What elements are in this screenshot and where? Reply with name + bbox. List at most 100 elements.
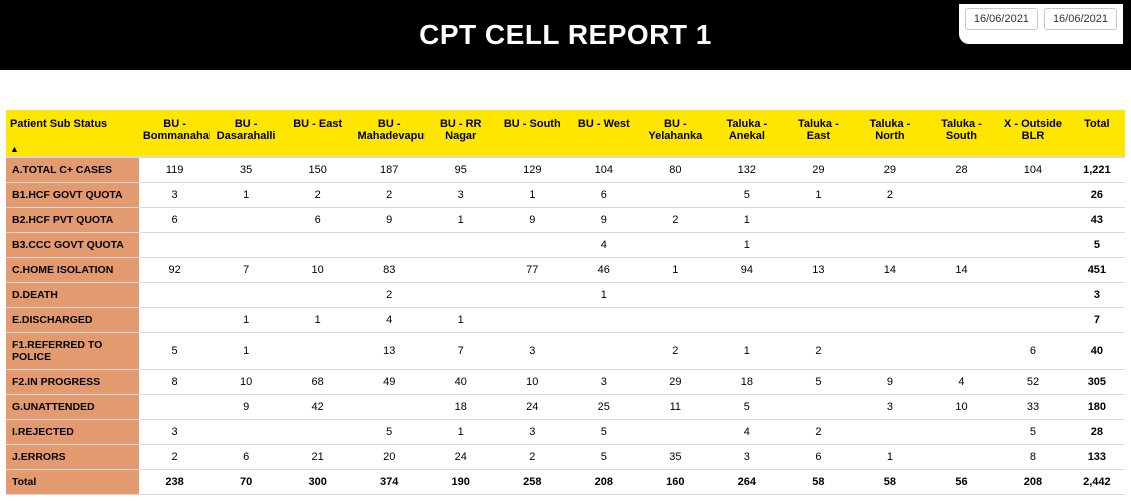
cell <box>783 208 855 233</box>
cell: 33 <box>997 395 1069 420</box>
report-table: Patient Sub Status▲BU - BommanahalliBU -… <box>6 110 1125 495</box>
cell: 2 <box>854 183 926 208</box>
cell: 3 <box>497 420 569 445</box>
cell: 95 <box>425 157 497 183</box>
col-header[interactable]: Taluka - Anekal <box>711 110 783 157</box>
cell <box>139 308 211 333</box>
cell <box>783 233 855 258</box>
col-header[interactable]: Taluka - North <box>854 110 926 157</box>
cell: 1 <box>497 183 569 208</box>
cell: 13 <box>783 258 855 283</box>
footer-label: Total <box>6 470 139 495</box>
cell: 1 <box>210 183 282 208</box>
col-header[interactable]: BU - RR Nagar <box>425 110 497 157</box>
col-header[interactable]: BU - East <box>282 110 354 157</box>
cell <box>139 233 211 258</box>
cell: 9 <box>210 395 282 420</box>
cell <box>568 308 640 333</box>
footer-cell: 56 <box>926 470 998 495</box>
cell: 35 <box>210 157 282 183</box>
col-header[interactable]: Taluka - East <box>783 110 855 157</box>
cell: 104 <box>997 157 1069 183</box>
cell <box>926 308 998 333</box>
cell: 3 <box>568 370 640 395</box>
cell: 4 <box>353 308 425 333</box>
footer-cell: 374 <box>353 470 425 495</box>
table-row: F1.REFERRED TO POLICE511373212640 <box>6 333 1125 370</box>
row-label: B3.CCC GOVT QUOTA <box>6 233 139 258</box>
table-row: B2.HCF PVT QUOTA6691992143 <box>6 208 1125 233</box>
col-header-total[interactable]: Total <box>1069 110 1125 157</box>
cell <box>210 420 282 445</box>
cell <box>425 258 497 283</box>
cell: 42 <box>282 395 354 420</box>
col-header[interactable]: BU - Yelahanka <box>640 110 712 157</box>
cell <box>640 183 712 208</box>
date-to[interactable]: 16/06/2021 <box>1044 8 1117 30</box>
date-from[interactable]: 16/06/2021 <box>965 8 1038 30</box>
table-row: J.ERRORS2621202425353618133 <box>6 445 1125 470</box>
cell <box>926 333 998 370</box>
cell: 104 <box>568 157 640 183</box>
row-total: 43 <box>1069 208 1125 233</box>
cell: 25 <box>568 395 640 420</box>
col-header[interactable]: BU - Mahadevapura <box>353 110 425 157</box>
cell: 2 <box>353 283 425 308</box>
cell: 5 <box>353 420 425 445</box>
cell <box>282 420 354 445</box>
col-header[interactable]: BU - South <box>497 110 569 157</box>
cell <box>497 283 569 308</box>
cell <box>139 283 211 308</box>
row-total: 28 <box>1069 420 1125 445</box>
cell: 68 <box>282 370 354 395</box>
footer-total: 2,442 <box>1069 470 1125 495</box>
cell <box>497 308 569 333</box>
cell: 1 <box>711 333 783 370</box>
cell: 1 <box>854 445 926 470</box>
cell: 80 <box>640 157 712 183</box>
cell: 29 <box>640 370 712 395</box>
row-total: 451 <box>1069 258 1125 283</box>
row-label: I.REJECTED <box>6 420 139 445</box>
row-total: 3 <box>1069 283 1125 308</box>
cell: 6 <box>997 333 1069 370</box>
cell: 150 <box>282 157 354 183</box>
cell: 52 <box>997 370 1069 395</box>
row-total: 5 <box>1069 233 1125 258</box>
row-label: B2.HCF PVT QUOTA <box>6 208 139 233</box>
cell: 3 <box>425 183 497 208</box>
col-header[interactable]: X - Outside BLR <box>997 110 1069 157</box>
cell: 2 <box>353 183 425 208</box>
cell <box>997 283 1069 308</box>
table-row: A.TOTAL C+ CASES119351501879512910480132… <box>6 157 1125 183</box>
cell <box>282 283 354 308</box>
cell: 8 <box>139 370 211 395</box>
cell <box>425 283 497 308</box>
sort-ascending-icon[interactable]: ▲ <box>10 144 19 154</box>
footer-cell: 58 <box>783 470 855 495</box>
cell <box>640 283 712 308</box>
cell: 5 <box>568 445 640 470</box>
cell: 1 <box>640 258 712 283</box>
col-header[interactable]: Taluka - South <box>926 110 998 157</box>
cell <box>997 258 1069 283</box>
cell: 2 <box>783 420 855 445</box>
cell: 5 <box>568 420 640 445</box>
table-container: Patient Sub Status▲BU - BommanahalliBU -… <box>0 70 1131 501</box>
cell: 8 <box>997 445 1069 470</box>
cell: 1 <box>282 308 354 333</box>
col-header-status[interactable]: Patient Sub Status▲ <box>6 110 139 157</box>
col-header[interactable]: BU - Bommanahalli <box>139 110 211 157</box>
cell: 6 <box>210 445 282 470</box>
cell: 24 <box>497 395 569 420</box>
cell <box>783 308 855 333</box>
cell <box>210 233 282 258</box>
row-total: 7 <box>1069 308 1125 333</box>
cell <box>210 283 282 308</box>
col-header[interactable]: BU - Dasarahalli <box>210 110 282 157</box>
cell: 13 <box>353 333 425 370</box>
cell: 1 <box>210 308 282 333</box>
col-header[interactable]: BU - West <box>568 110 640 157</box>
cell <box>640 420 712 445</box>
row-total: 40 <box>1069 333 1125 370</box>
